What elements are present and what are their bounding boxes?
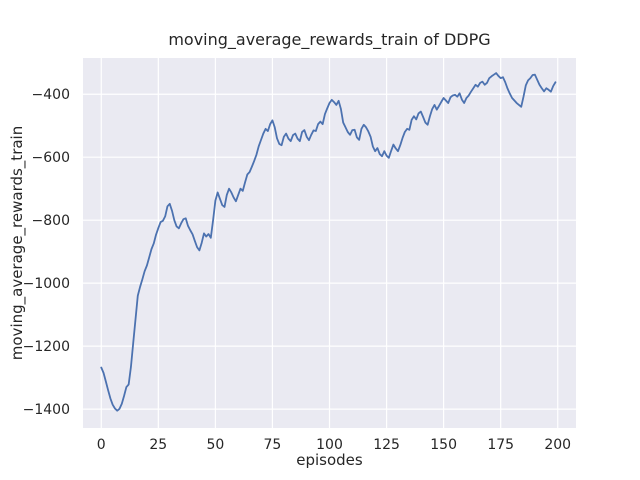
x-tick-label: 200 bbox=[544, 437, 571, 453]
y-tick-label: −800 bbox=[32, 213, 70, 229]
x-tick-label: 25 bbox=[149, 437, 167, 453]
chart-title: moving_average_rewards_train of DDPG bbox=[168, 30, 491, 49]
x-tick-label: 100 bbox=[316, 437, 343, 453]
x-tick-label: 75 bbox=[264, 437, 282, 453]
y-axis-label: moving_average_rewards_train bbox=[8, 125, 26, 361]
x-tick-label: 175 bbox=[487, 437, 514, 453]
y-tick-label: −1000 bbox=[23, 276, 70, 292]
y-tick-label: −1400 bbox=[23, 402, 70, 418]
x-tick-label: 50 bbox=[206, 437, 224, 453]
y-tick-label: −1200 bbox=[23, 339, 70, 355]
x-axis-label: episodes bbox=[296, 451, 363, 469]
x-tick-label: 0 bbox=[97, 437, 106, 453]
y-tick-label: −600 bbox=[32, 150, 70, 166]
data-line bbox=[100, 72, 557, 412]
x-tick-label: 125 bbox=[373, 437, 400, 453]
x-tick-label: 150 bbox=[430, 437, 457, 453]
y-tick-label: −400 bbox=[32, 87, 70, 103]
